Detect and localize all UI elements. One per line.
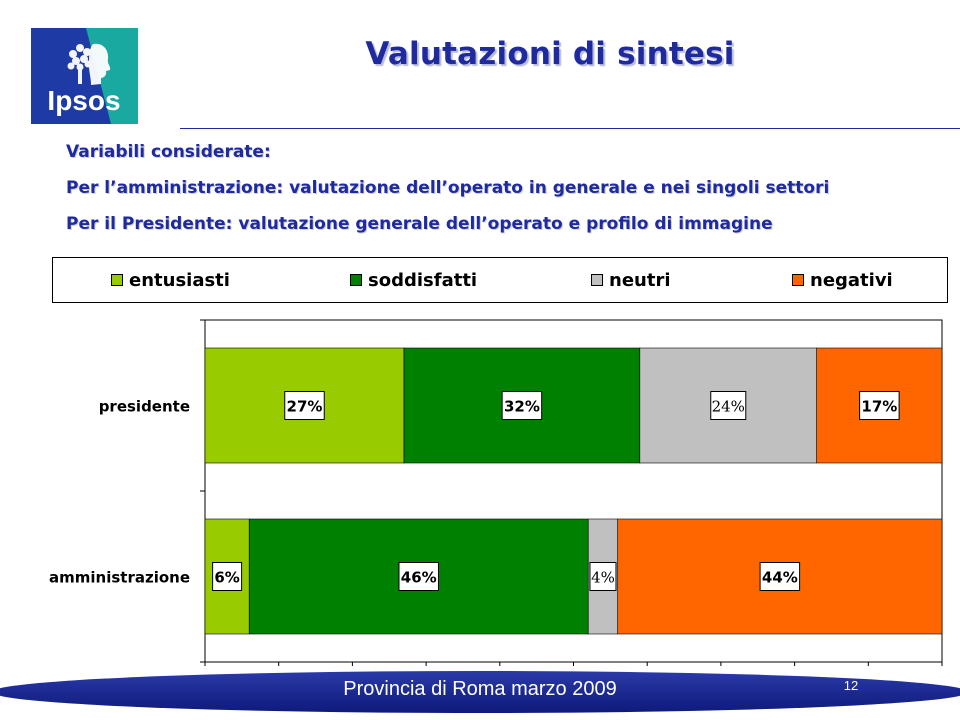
logo-text: Ipsos	[47, 85, 120, 116]
footer-band	[0, 671, 960, 713]
chart-legend: entusiasti soddisfatti neutri negativi	[52, 257, 948, 303]
intro-line: Per l’amministrazione: valutazione dell’…	[66, 178, 830, 198]
data-label-box	[212, 562, 243, 591]
legend-item-negativi: negativi	[792, 269, 893, 291]
legend-label: entusiasti	[129, 269, 230, 291]
data-label-box	[710, 391, 747, 420]
category-label: amministrazione	[49, 569, 190, 587]
data-label: 46%	[401, 569, 437, 587]
data-label: 32%	[504, 398, 540, 416]
intro-text: Variabili considerate: Per l’amministraz…	[66, 143, 946, 251]
data-label-box	[501, 391, 543, 420]
footer-text: Provincia di Roma marzo 2009	[343, 678, 617, 700]
stacked-bar-chart: presidente 27% 32% 24% 17% amministrazione 6% 4…	[49, 319, 943, 666]
intro-line: Variabili considerate:	[66, 142, 271, 162]
data-label: 4%	[591, 569, 615, 587]
data-label: 44%	[762, 569, 798, 587]
legend-swatch	[792, 274, 804, 286]
data-label: 6%	[214, 569, 239, 587]
title-divider	[180, 128, 960, 129]
page-number: 12	[843, 678, 859, 693]
data-label-box	[284, 391, 325, 420]
data-label-box	[398, 562, 439, 591]
legend-swatch	[111, 274, 123, 286]
legend-item-soddisfatti: soddisfatti	[350, 269, 478, 291]
intro-line: Per il Presidente: valutazione generale …	[66, 214, 773, 234]
data-label: 24%	[712, 398, 745, 416]
legend-label: negativi	[810, 269, 893, 291]
legend-label: soddisfatti	[368, 269, 478, 291]
data-label-box	[759, 562, 801, 591]
page-title: Valutazioni di sintesi	[365, 36, 735, 72]
data-label-box	[589, 562, 617, 591]
data-label-box	[859, 391, 900, 420]
data-label: 27%	[287, 398, 323, 416]
category-label: presidente	[99, 398, 190, 416]
legend-swatch	[591, 274, 603, 286]
data-label: 17%	[861, 398, 897, 416]
legend-item-neutri: neutri	[591, 269, 671, 291]
legend-label: neutri	[609, 269, 671, 291]
legend-swatch	[350, 274, 362, 286]
legend-item-entusiasti: entusiasti	[111, 269, 230, 291]
ipsos-logo: Ipsos	[31, 28, 138, 124]
